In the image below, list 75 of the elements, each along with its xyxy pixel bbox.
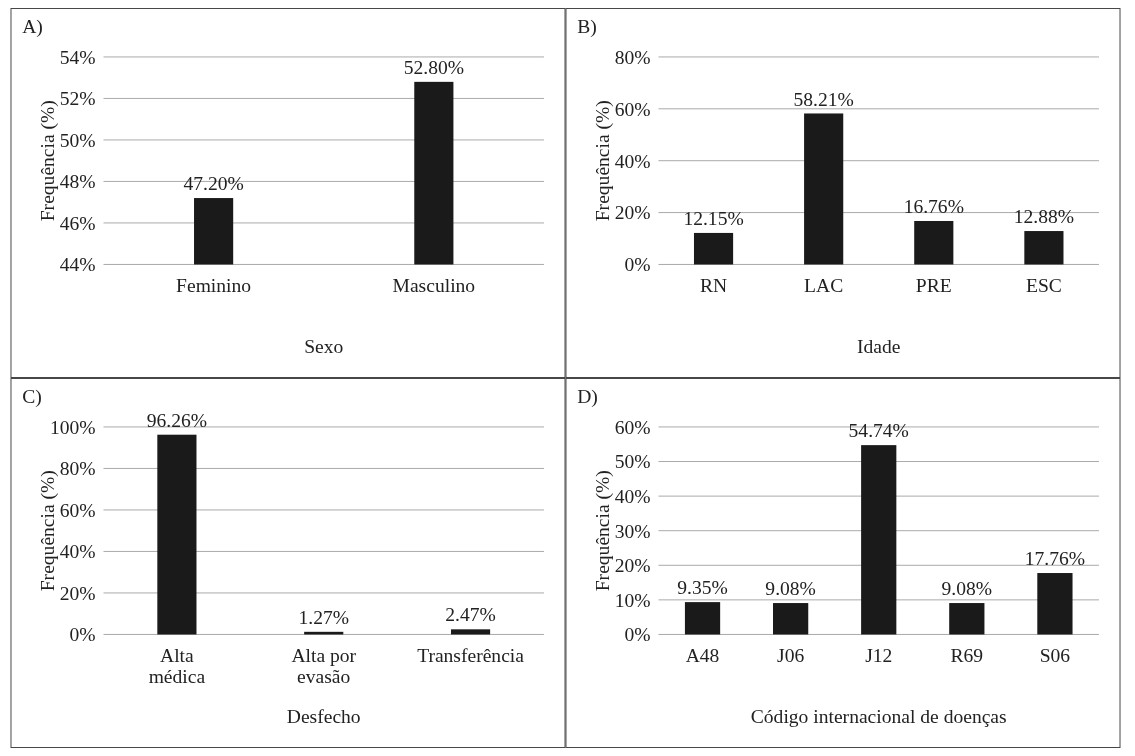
bar [861,445,897,635]
y-tick-label: 100% [50,416,96,438]
y-axis-title: Frequência (%) [36,100,59,222]
x-axis-title: Desfecho [286,705,361,727]
bar [804,113,844,265]
x-tick-label: RN [699,274,728,296]
y-axis-title: Frequência (%) [36,470,59,592]
x-tick-label: J06 [777,644,805,666]
x-axis-title: Idade [857,335,901,357]
data-label: 9.08% [941,578,993,600]
y-tick-label: 54% [59,46,96,68]
data-label: 17.76% [1024,548,1086,570]
x-tick-label: J12 [865,644,893,666]
data-label: 1.27% [298,606,349,628]
data-label: 16.76% [903,196,964,218]
y-tick-label: 0% [624,254,651,276]
y-tick-label: 80% [614,46,651,68]
chart-title: D) [577,386,598,409]
data-label: 52.80% [403,57,464,79]
x-tick-label: Masculino [392,274,476,296]
y-axis-title: Frequência (%) [591,470,614,592]
data-label: 9.08% [765,578,816,600]
chart-title: C) [22,386,42,409]
y-tick-label: 20% [614,555,651,577]
data-label: 96.26% [146,409,208,431]
y-tick-label: 30% [614,520,651,542]
x-axis-title: Sexo [304,335,344,357]
bar [914,220,954,265]
x-tick-label: Alta por evasão [291,644,357,688]
x-axis-title: Código internacional de doenças [750,705,1007,727]
y-tick-label: 50% [614,451,651,473]
bar [693,232,734,265]
y-tick-label: 20% [59,582,96,604]
y-tick-label: 60% [614,98,651,120]
y-tick-label: 0% [69,624,96,646]
chart-title: B) [577,16,597,39]
bar [450,629,491,635]
x-tick-label: Feminino [176,274,252,296]
y-tick-label: 80% [59,458,96,480]
y-tick-label: 52% [59,88,96,110]
data-label: 2.47% [445,604,496,626]
y-tick-label: 40% [59,541,96,563]
y-axis-title: Frequência (%) [591,100,614,222]
x-tick-label: Transferência [417,644,525,666]
data-label: 47.20% [183,173,244,195]
y-tick-label: 40% [614,485,651,507]
x-tick-label: S06 [1039,644,1071,666]
y-tick-label: 20% [614,202,651,224]
data-label: 12.88% [1013,206,1075,228]
y-tick-label: 10% [614,589,651,611]
x-tick-label: Alta médica [148,644,206,688]
y-tick-label: 48% [59,171,96,193]
y-tick-label: 60% [59,499,96,521]
bar [1037,573,1073,635]
y-tick-label: 44% [59,254,96,276]
bar [684,602,721,635]
x-tick-label: LAC [804,274,844,296]
chart-title: A) [22,16,43,39]
y-tick-label: 40% [614,150,651,172]
bar [773,603,809,635]
data-label: 12.15% [683,208,744,230]
y-tick-label: 50% [59,129,96,151]
data-label: 9.35% [677,577,728,599]
y-tick-label: 0% [624,624,651,646]
y-tick-label: 60% [614,416,651,438]
x-tick-label: R69 [950,644,984,666]
data-label: 58.21% [793,88,854,110]
x-tick-label: PRE [915,274,952,296]
x-tick-label: A48 [685,644,720,666]
bar [157,434,197,635]
bar [949,603,985,635]
data-label: 54.74% [848,420,909,442]
x-tick-label: ESC [1025,274,1062,296]
y-tick-label: 46% [59,212,96,234]
bar [1024,231,1064,265]
